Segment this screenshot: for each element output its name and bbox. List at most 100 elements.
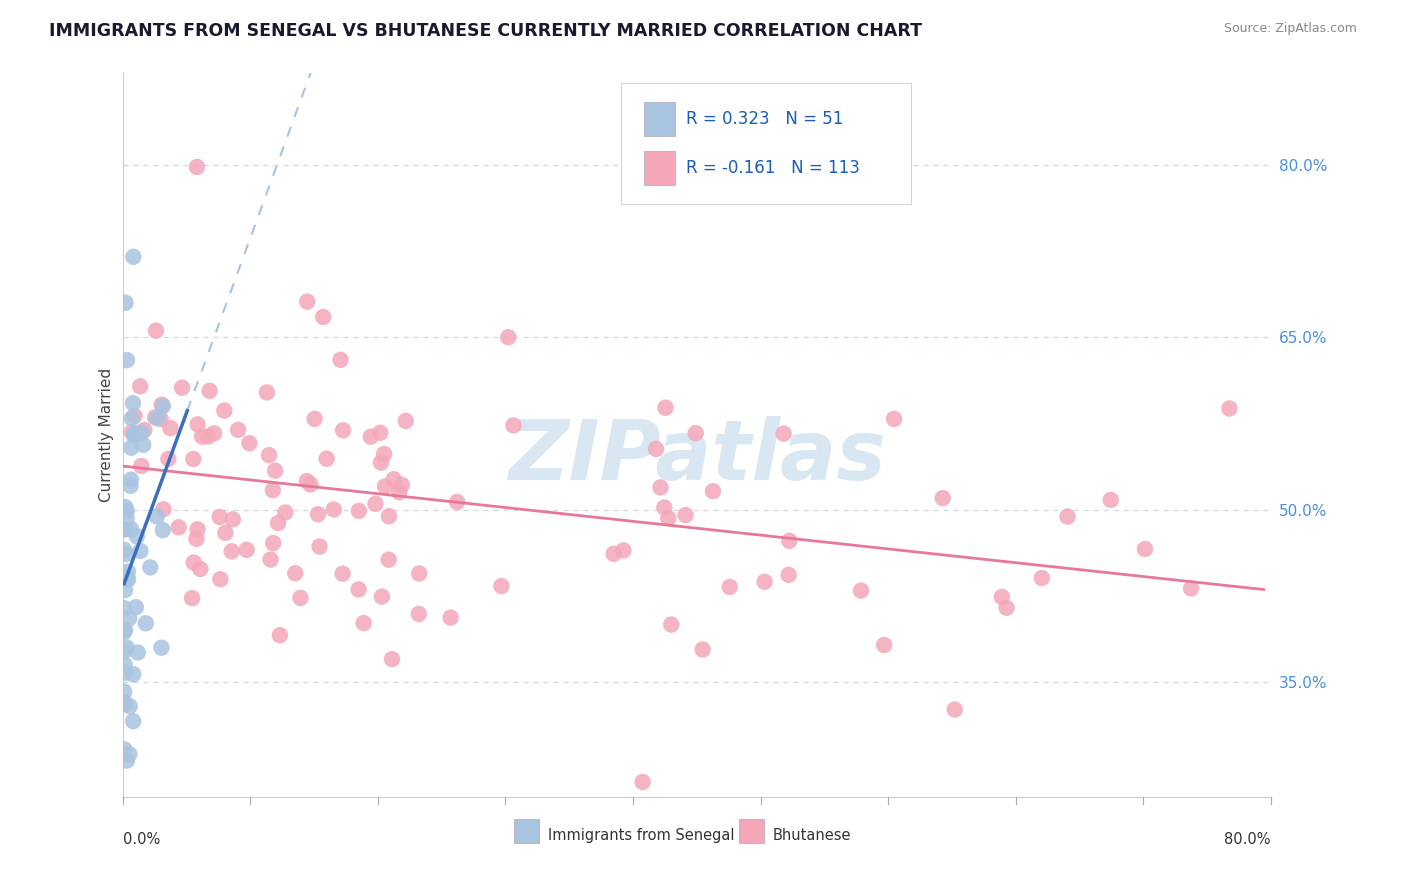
Point	[274, 506, 297, 520]
Point	[125, 529, 148, 543]
Point	[150, 640, 173, 655]
Point	[209, 572, 232, 586]
Point	[374, 479, 396, 493]
Text: IMMIGRANTS FROM SENEGAL VS BHUTANESE CURRENTLY MARRIED CORRELATION CHART: IMMIGRANTS FROM SENEGAL VS BHUTANESE CUR…	[49, 22, 922, 40]
Point	[290, 591, 312, 605]
Point	[1180, 582, 1202, 596]
Point	[112, 568, 135, 582]
Point	[152, 502, 174, 516]
Point	[368, 425, 391, 440]
Point	[112, 684, 135, 698]
Point	[304, 412, 326, 426]
Text: R = -0.161   N = 113: R = -0.161 N = 113	[686, 160, 860, 178]
Point	[120, 441, 142, 455]
Point	[391, 478, 413, 492]
Point	[849, 583, 872, 598]
Point	[284, 566, 307, 581]
Point	[187, 522, 209, 536]
Point	[322, 502, 344, 516]
Point	[329, 352, 352, 367]
Point	[115, 640, 138, 655]
Point	[269, 628, 291, 642]
Point	[188, 562, 211, 576]
Point	[143, 410, 166, 425]
Point	[772, 426, 794, 441]
Point	[256, 385, 278, 400]
Point	[645, 442, 668, 456]
Point	[112, 601, 135, 615]
Point	[118, 747, 141, 761]
Point	[299, 477, 322, 491]
Point	[312, 310, 335, 324]
Point	[754, 574, 776, 589]
Point	[778, 533, 800, 548]
Point	[307, 507, 329, 521]
Point	[115, 511, 138, 525]
Point	[388, 485, 411, 500]
Point	[238, 436, 260, 450]
Point	[873, 638, 896, 652]
Point	[931, 491, 953, 505]
Point	[197, 429, 219, 443]
Point	[1099, 492, 1122, 507]
Point	[114, 697, 136, 711]
Point	[139, 560, 162, 574]
Point	[373, 447, 395, 461]
Point	[370, 456, 392, 470]
Point	[114, 500, 136, 515]
Point	[378, 509, 401, 524]
Point	[115, 353, 138, 368]
Point	[167, 520, 190, 534]
Point	[332, 423, 354, 437]
Point	[347, 504, 370, 518]
Text: Source: ZipAtlas.com: Source: ZipAtlas.com	[1223, 22, 1357, 36]
Text: 0.0%: 0.0%	[122, 832, 160, 847]
Point	[692, 642, 714, 657]
Point	[214, 403, 236, 417]
Point	[186, 160, 208, 174]
Point	[267, 516, 290, 530]
Point	[659, 617, 682, 632]
Point	[115, 571, 138, 585]
Point	[121, 425, 143, 439]
Point	[264, 464, 287, 478]
Point	[127, 646, 149, 660]
Point	[602, 547, 624, 561]
Point	[1133, 541, 1156, 556]
Point	[152, 399, 174, 413]
Point	[685, 426, 707, 441]
Point	[112, 644, 135, 658]
Point	[702, 484, 724, 499]
Point	[491, 579, 513, 593]
Point	[353, 616, 375, 631]
Point	[115, 547, 138, 561]
Point	[146, 411, 169, 425]
Point	[198, 384, 221, 398]
Point	[129, 458, 152, 473]
Point	[226, 423, 249, 437]
Point	[262, 536, 284, 550]
Point	[152, 523, 174, 537]
Point	[131, 425, 153, 440]
Point	[118, 611, 141, 625]
Point	[114, 665, 136, 680]
Point	[114, 522, 136, 536]
Point	[117, 565, 139, 579]
Point	[149, 412, 172, 426]
Point	[150, 398, 173, 412]
Point	[186, 532, 208, 546]
Point	[181, 452, 204, 467]
Point	[943, 702, 966, 716]
Point	[112, 542, 135, 557]
Point	[117, 573, 139, 587]
Point	[122, 714, 145, 728]
Y-axis label: Currently Married: Currently Married	[100, 368, 114, 502]
Point	[134, 423, 156, 437]
Point	[208, 510, 231, 524]
Point	[440, 610, 463, 624]
Point	[183, 556, 205, 570]
Point	[202, 426, 225, 441]
Point	[315, 451, 337, 466]
Point	[114, 583, 136, 598]
Text: R = 0.323   N = 51: R = 0.323 N = 51	[686, 110, 844, 128]
